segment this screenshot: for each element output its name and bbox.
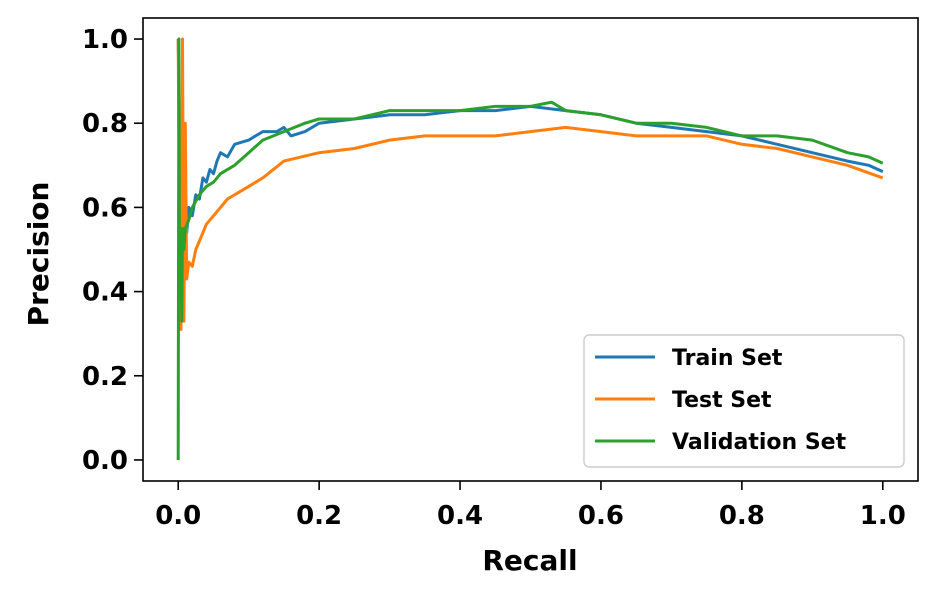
y-tick-label: 0.6 (82, 193, 128, 223)
x-tick-label: 0.8 (719, 501, 765, 531)
y-tick-label: 0.0 (82, 446, 128, 476)
y-tick-label: 0.2 (82, 362, 128, 392)
x-tick-label: 0.4 (437, 501, 483, 531)
y-axis-title: Precision (22, 182, 55, 327)
legend-box (583, 334, 905, 468)
y-tick-label: 0.4 (82, 278, 128, 308)
legend: Train Set Test Set Validation Set (583, 334, 905, 468)
legend-label-0: Train Set (672, 346, 783, 371)
x-axis: 0.0 0.2 0.4 0.6 0.8 1.0 (155, 481, 906, 531)
legend-label-2: Validation Set (672, 430, 847, 455)
series-line-2 (176, 37, 884, 461)
y-tick-label: 0.8 (82, 109, 128, 139)
plot-frame (142, 17, 919, 482)
x-tick-label: 0.6 (578, 501, 624, 531)
x-tick-label: 0.2 (296, 501, 342, 531)
series-line-0 (176, 38, 884, 264)
x-tick-label: 0.0 (155, 501, 201, 531)
y-axis: 0.0 0.2 0.4 0.6 0.8 1.0 (82, 25, 143, 476)
x-tick-label: 1.0 (860, 501, 906, 531)
x-axis-title: Recall (482, 544, 577, 577)
y-tick-label: 1.0 (82, 25, 128, 55)
series-layer (176, 37, 884, 461)
legend-label-1: Test Set (672, 388, 772, 413)
series-line-1 (176, 37, 884, 331)
